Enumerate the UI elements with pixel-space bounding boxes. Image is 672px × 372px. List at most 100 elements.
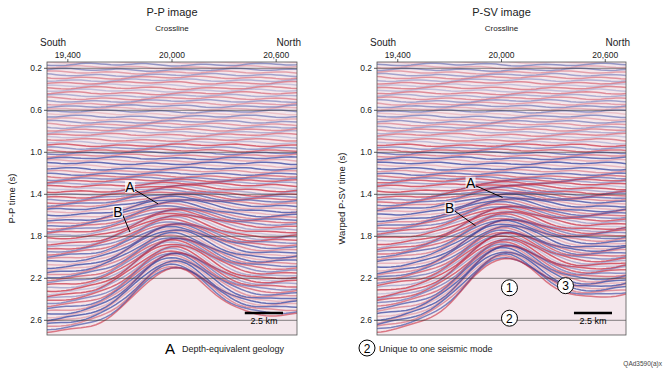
direction-label: South bbox=[370, 37, 396, 48]
grid-line bbox=[47, 278, 297, 279]
seismic-trace bbox=[47, 165, 297, 168]
seismic-trace bbox=[377, 100, 626, 102]
seismic-trace bbox=[47, 128, 297, 131]
grid-line bbox=[377, 278, 626, 279]
x-tick-label: 20,000 bbox=[489, 50, 515, 60]
annotation-label: B bbox=[113, 204, 122, 220]
scale-bar bbox=[245, 312, 283, 315]
seismic-trace bbox=[47, 152, 297, 155]
seismic-trace bbox=[47, 157, 297, 160]
seismic-trace bbox=[47, 268, 297, 334]
y-tick-label: 2.2 bbox=[360, 273, 372, 283]
y-tick bbox=[374, 320, 377, 321]
x-tick-label: 20,600 bbox=[592, 50, 618, 60]
seismic-trace bbox=[377, 102, 626, 105]
seismic-trace bbox=[47, 267, 297, 327]
y-tick-label: 1.0 bbox=[30, 147, 42, 157]
seismic-trace bbox=[47, 121, 297, 124]
seismic-trace bbox=[377, 131, 626, 134]
seismic-trace bbox=[377, 128, 626, 131]
y-tick bbox=[374, 110, 377, 111]
seismic-trace bbox=[47, 71, 297, 74]
seismic-trace bbox=[377, 110, 626, 113]
plot-frame bbox=[47, 62, 297, 335]
y-tick-label: 1.8 bbox=[360, 231, 372, 241]
key-text: Depth-equivalent geology bbox=[182, 344, 285, 354]
seismic-trace bbox=[377, 84, 626, 87]
annotation-label: B bbox=[445, 200, 454, 216]
seismic-trace bbox=[377, 126, 626, 129]
seismic-trace bbox=[47, 131, 297, 134]
scale-bar-label: 2.5 km bbox=[250, 316, 277, 326]
seismic-trace bbox=[47, 107, 297, 110]
y-tick bbox=[44, 194, 47, 195]
seismic-trace bbox=[47, 261, 297, 321]
seismic-trace bbox=[47, 89, 297, 92]
scale-bar bbox=[574, 312, 612, 315]
key: A Depth-equivalent geology 2 Unique to one … bbox=[165, 340, 493, 357]
seismic-trace bbox=[377, 94, 626, 97]
annotation-leader bbox=[123, 215, 130, 232]
seismic-trace bbox=[47, 146, 297, 149]
seismic-trace bbox=[377, 66, 626, 69]
seismic-trace bbox=[47, 149, 297, 152]
seismic-trace bbox=[377, 167, 626, 170]
grid-line bbox=[377, 236, 626, 237]
y-tick bbox=[374, 194, 377, 195]
key-symbol: A bbox=[165, 340, 175, 357]
seismic-trace bbox=[47, 94, 297, 97]
y-tick bbox=[44, 236, 47, 237]
key-circle bbox=[359, 340, 375, 356]
annotation-circle bbox=[557, 278, 573, 294]
subtitle: Crossline bbox=[485, 24, 519, 33]
y-tick-label: 1.4 bbox=[30, 189, 42, 199]
seismic-trace bbox=[47, 123, 297, 126]
subtitle: Crossline bbox=[155, 24, 189, 33]
annotation-label: 2 bbox=[506, 312, 513, 326]
key-text: Unique to one seismic mode bbox=[379, 344, 493, 354]
seismic-trace bbox=[377, 252, 626, 321]
y-tick-label: 1.4 bbox=[360, 189, 372, 199]
y-axis-label: Warped P-SV time (s) bbox=[336, 152, 347, 244]
figure: P-P imageCrosslineSouthNorth19,40020,000… bbox=[0, 0, 672, 372]
y-tick-label: 0.6 bbox=[30, 105, 42, 115]
y-tick-label: 1.0 bbox=[360, 147, 372, 157]
x-tick-label: 20,000 bbox=[159, 50, 185, 60]
grid-line bbox=[377, 110, 626, 111]
grid-line bbox=[377, 152, 626, 153]
direction-label: North bbox=[277, 37, 301, 48]
key-symbol: 2 bbox=[364, 342, 371, 356]
annotation-circle bbox=[501, 310, 517, 326]
title: P-SV image bbox=[472, 6, 531, 18]
grid-line bbox=[47, 194, 297, 195]
y-tick bbox=[44, 68, 47, 69]
seismic-trace bbox=[377, 123, 626, 126]
seismic-trace bbox=[47, 268, 297, 330]
grid-line bbox=[47, 68, 297, 69]
seismic-texture bbox=[377, 62, 626, 335]
y-tick bbox=[44, 152, 47, 153]
y-axis-label: P-P time (s) bbox=[6, 174, 17, 224]
grid-line bbox=[377, 68, 626, 69]
y-tick-label: 0.2 bbox=[30, 63, 42, 73]
seismic-trace bbox=[377, 92, 626, 95]
seismic-trace bbox=[377, 79, 626, 81]
seismic-trace bbox=[377, 133, 626, 136]
seismic-trace bbox=[377, 259, 626, 333]
seismic-trace bbox=[377, 253, 626, 324]
seismic-trace bbox=[377, 107, 626, 110]
annotation-label: 3 bbox=[562, 279, 569, 293]
seismic-trace bbox=[377, 165, 626, 168]
seismic-trace bbox=[47, 105, 297, 108]
seismic-trace bbox=[47, 126, 297, 129]
grid-line bbox=[47, 236, 297, 237]
seismic-trace bbox=[377, 250, 626, 317]
plot-frame bbox=[377, 62, 626, 335]
annotation-label: A bbox=[125, 179, 135, 195]
x-tick-label: 19,400 bbox=[385, 50, 411, 60]
y-tick bbox=[44, 320, 47, 321]
direction-label: North bbox=[606, 37, 630, 48]
seismic-trace bbox=[47, 172, 297, 175]
y-tick bbox=[374, 278, 377, 279]
seismic-trace bbox=[47, 97, 297, 100]
